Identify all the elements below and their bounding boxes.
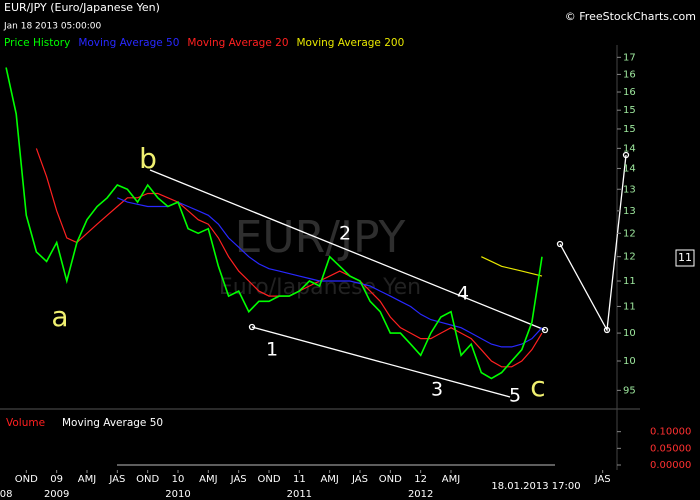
y-tick-label: 17	[623, 52, 636, 63]
y-tick-label: 15	[623, 124, 636, 135]
wave-label: a	[51, 300, 68, 333]
x-tick-label: JAS	[594, 474, 611, 485]
upper-trend-line	[149, 169, 546, 331]
y-tick-label: 16	[623, 69, 636, 80]
anchor	[603, 326, 611, 334]
current-price-label: 11	[678, 251, 692, 264]
anchor	[556, 240, 564, 248]
series-line	[117, 197, 543, 348]
y-tick-label: 10	[623, 356, 636, 367]
wave-label: 2	[339, 223, 351, 245]
x-tick-label: AMJ	[199, 474, 217, 485]
series-line	[5, 67, 543, 380]
date-box-label: 18.01.2013 17:00	[491, 481, 580, 492]
projection-line	[559, 154, 627, 333]
x-tick-label: 12	[414, 474, 427, 485]
y-tick-label: 10	[623, 328, 636, 339]
wave-label: c	[530, 370, 545, 403]
year-label: 2012	[408, 489, 433, 500]
y-tick-label: 12	[623, 252, 636, 263]
x-tick-label: OND	[15, 474, 38, 485]
year-label: 2011	[287, 489, 312, 500]
x-tick-label: AMJ	[78, 474, 96, 485]
y-tick-label: 11	[623, 276, 636, 287]
x-tick-label: AMJ	[320, 474, 338, 485]
x-tick-label: 09	[50, 474, 63, 485]
series-line	[481, 256, 543, 277]
timestamp: Jan 18 2013 05:00:00	[3, 22, 102, 32]
x-tick-label: JAS	[108, 474, 125, 485]
y-tick-label: 13	[623, 206, 636, 217]
instrument-title: EUR/JPY (Euro/Japanese Yen)	[4, 1, 160, 14]
x-tick-label: 11	[293, 474, 306, 485]
watermark-subtitle: Euro/Japanese Yen	[219, 275, 421, 300]
year-label: 2009	[44, 489, 69, 500]
y-tick-label: 15	[623, 105, 636, 116]
x-tick-label: JAS	[230, 474, 247, 485]
wave-label: 1	[266, 339, 278, 361]
anchor	[622, 151, 630, 159]
x-tick-label: OND	[136, 474, 159, 485]
volume-tick-label: 0.00000	[650, 460, 691, 471]
y-tick-label: 11	[623, 301, 636, 312]
wave-label: 3	[431, 379, 443, 401]
y-tick-label: 16	[623, 87, 636, 98]
x-tick-label: OND	[379, 474, 402, 485]
lower-trend-line	[251, 326, 511, 398]
anchor	[541, 326, 549, 334]
volume-title: Volume	[6, 417, 45, 429]
anchor	[248, 323, 256, 331]
y-tick-label: 14	[623, 143, 636, 154]
date-box	[487, 478, 585, 493]
wave-label: 5	[509, 385, 521, 407]
x-tick-label: AMJ	[442, 474, 460, 485]
year-label: 08	[0, 489, 12, 500]
legend-entry: Moving Average 200	[297, 37, 405, 49]
y-tick-label: 95	[623, 385, 636, 396]
x-tick-label: 10	[172, 474, 185, 485]
copyright: © FreeStockCharts.com	[565, 10, 696, 23]
volume-tick-label: 0.10000	[650, 427, 691, 438]
wave-label: b	[139, 142, 157, 175]
volume-legend: Moving Average 50	[62, 417, 163, 429]
year-label: 2010	[165, 489, 190, 500]
watermark: EUR/JPY	[235, 212, 406, 263]
wave-lines	[149, 151, 630, 398]
legend-entry: Moving Average 50	[78, 37, 179, 49]
legend-entry: Price History	[4, 37, 70, 49]
legend-entry: Moving Average 20	[187, 37, 288, 49]
current-price-box	[675, 249, 695, 267]
x-tick-label: JAS	[351, 474, 368, 485]
wave-label: 4	[457, 283, 469, 305]
y-tick-label: 13	[623, 184, 636, 195]
y-tick-label: 14	[623, 163, 636, 174]
x-tick-label: OND	[257, 474, 280, 485]
y-tick-label: 12	[623, 228, 636, 239]
volume-tick-label: 0.05000	[650, 443, 691, 454]
